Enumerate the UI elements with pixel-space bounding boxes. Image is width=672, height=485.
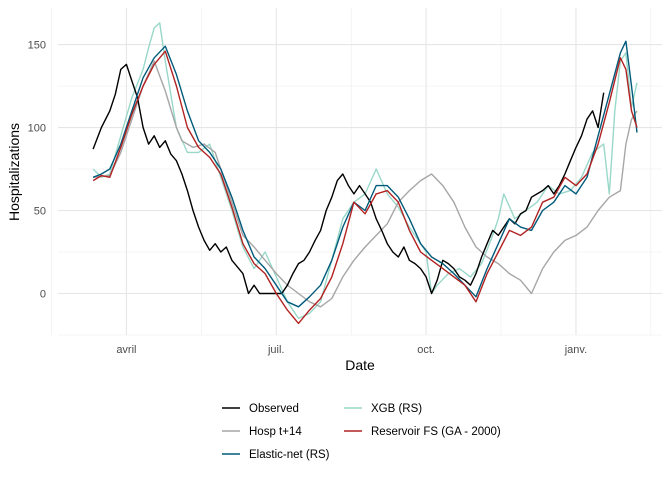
legend: Observed Hosp t+14 Elastic-net (RS) XGB (RS…	[222, 403, 501, 461]
series-line-elastic-net-rs	[92, 40, 638, 308]
x-tick-label: janv.	[564, 344, 587, 356]
y-tick-label: 100	[28, 123, 46, 135]
y-tick-label: 150	[28, 40, 46, 52]
legend-label-observed: Observed	[249, 403, 299, 415]
series-line-reservoir-fs-ga-2000	[92, 50, 638, 325]
y-tick-label: 0	[40, 289, 46, 301]
series-line-xgb-rs	[92, 22, 638, 320]
legend-label-elastic-net-rs: Elastic-net (RS)	[249, 449, 330, 461]
x-tick-label: juil.	[267, 344, 285, 356]
series-line-observed	[92, 63, 605, 295]
y-tick-label: 50	[34, 206, 46, 218]
x-tick-label: oct.	[417, 344, 435, 356]
y-axis-title: Hospitalizations	[6, 123, 22, 221]
legend-label-xgb-rs: XGB (RS)	[371, 403, 422, 415]
tick-layer: 0 50 100 150 avril juil. oct. janv.	[28, 40, 588, 356]
legend-label-hosp-t-14: Hosp t+14	[249, 426, 302, 438]
x-tick-label: avril	[116, 344, 136, 356]
legend-label-reservoir-fs-ga-2000: Reservoir FS (GA - 2000)	[371, 426, 501, 438]
grid-layer	[51, 8, 662, 336]
series-layer	[92, 22, 638, 325]
x-axis-title: Date	[345, 357, 375, 373]
series-line-hosp-t-14	[93, 60, 638, 308]
